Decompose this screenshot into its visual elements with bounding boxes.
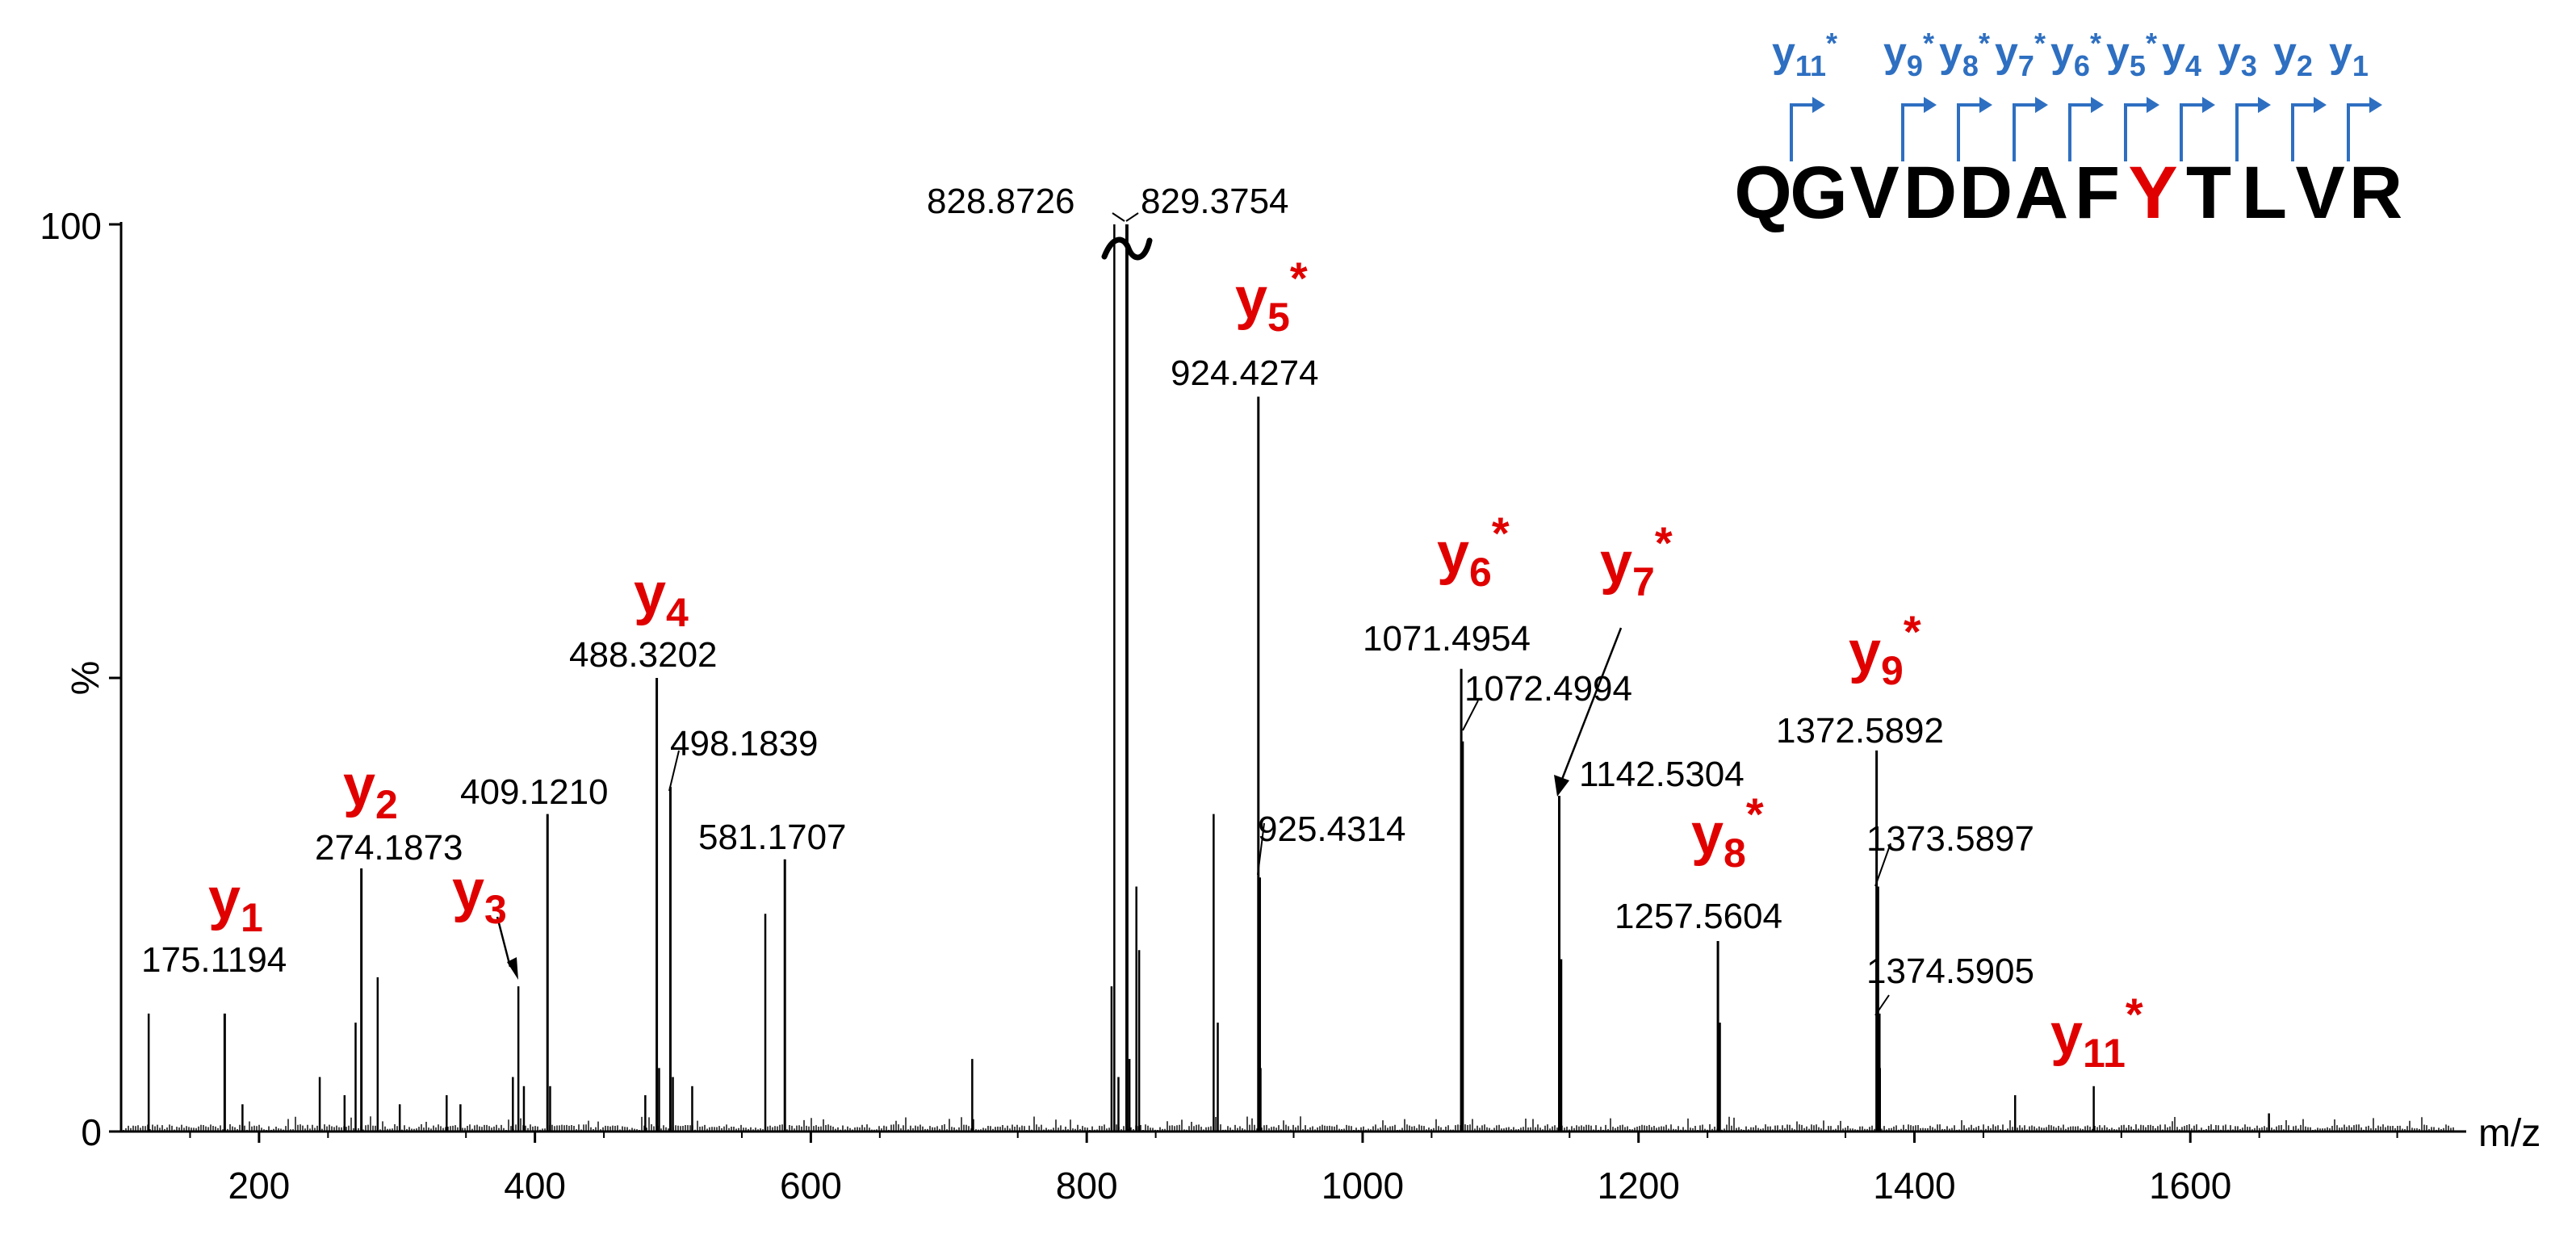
x-tick-label: 1600 bbox=[2149, 1165, 2231, 1207]
y-tick-label-100: 100 bbox=[40, 205, 102, 247]
peak-group bbox=[147, 224, 2270, 1132]
fragment-ion-label: y7* bbox=[1995, 27, 2046, 82]
fragment-ion-label: y4 bbox=[2162, 29, 2201, 82]
axis-break-squiggle bbox=[1101, 236, 1153, 261]
baseline-noise bbox=[123, 1116, 2454, 1132]
fragment-arrowhead bbox=[2314, 97, 2327, 113]
fragment-ion-label: y6* bbox=[2050, 27, 2101, 82]
ion-label-y6: y6* bbox=[1437, 508, 1510, 595]
y7-arrow bbox=[1554, 627, 1623, 797]
fragment-ion-label: y3 bbox=[2218, 29, 2257, 82]
fragment-arrowhead bbox=[2091, 97, 2104, 113]
fragment-bracket bbox=[2347, 103, 2371, 161]
fragment-ion-label: y9* bbox=[1883, 27, 1934, 82]
sequence-residue: F bbox=[2075, 152, 2120, 234]
ion-label-y5: y5* bbox=[1235, 253, 1308, 340]
fragment-bracket bbox=[2291, 103, 2315, 161]
fragment-arrowhead bbox=[2035, 97, 2048, 113]
fragment-bracket bbox=[2013, 103, 2037, 161]
sequence-residue: Q bbox=[1734, 152, 1792, 234]
ion-label-y1: y1 bbox=[208, 867, 263, 940]
fragment-bracket bbox=[1957, 103, 1981, 161]
peak-label-1373: 1373.5897 bbox=[1866, 819, 2034, 859]
peak-label-498: 498.1839 bbox=[670, 724, 819, 763]
x-tick-group: 200 400 600 800 1000 1200 1400 1600 bbox=[189, 1132, 2398, 1207]
fragment-ion-label: y8* bbox=[1939, 27, 1990, 82]
ion-label-y9: y9* bbox=[1849, 606, 1921, 693]
sequence-residue: D bbox=[1904, 152, 1957, 234]
ion-label-y8: y8* bbox=[1691, 789, 1764, 876]
fragment-bracket bbox=[2235, 103, 2260, 161]
sequence-residue: L bbox=[2242, 152, 2287, 234]
fragment-arrowhead bbox=[2147, 97, 2159, 113]
x-tick-label: 200 bbox=[228, 1165, 291, 1207]
fragment-arrowhead bbox=[2202, 97, 2215, 113]
x-tick-label: 400 bbox=[504, 1165, 566, 1207]
fragment-bracket bbox=[2068, 103, 2092, 161]
fragment-ion-label: y2 bbox=[2273, 29, 2313, 82]
peak-label-829: 829.3754 bbox=[1141, 182, 1289, 221]
ion-label-y11: y11* bbox=[2050, 989, 2143, 1076]
peak-label-488: 488.3202 bbox=[569, 635, 718, 675]
x-axis-title: m/z bbox=[2478, 1112, 2540, 1155]
sequence-residue: T bbox=[2186, 152, 2231, 234]
fragment-arrowhead bbox=[2369, 97, 2382, 113]
label-connectors bbox=[668, 212, 1891, 1016]
ion-label-y2: y2 bbox=[343, 754, 398, 827]
peak-label-828: 828.8726 bbox=[927, 182, 1075, 221]
x-tick-label: 800 bbox=[1056, 1165, 1118, 1207]
fragment-ion-label: y11* bbox=[1772, 27, 1837, 82]
y3-arrow bbox=[496, 916, 518, 980]
peak-label-1257: 1257.5604 bbox=[1615, 897, 1782, 936]
fragment-arrowhead bbox=[1924, 97, 1937, 113]
peak-label-175: 175.1194 bbox=[141, 940, 287, 980]
peak-label-1072: 1072.4994 bbox=[1464, 669, 1632, 709]
peak-label-1374: 1374.5905 bbox=[1866, 952, 2034, 991]
ion-label-y4: y4 bbox=[634, 562, 689, 635]
x-tick-label: 1200 bbox=[1598, 1165, 1680, 1207]
fragment-bracket bbox=[1901, 103, 1925, 161]
ion-label-y3: y3 bbox=[452, 859, 507, 932]
peak-label-1142: 1142.5304 bbox=[1579, 755, 1745, 794]
fragment-ion-label: y1 bbox=[2329, 29, 2369, 82]
peak-label-1071: 1071.4954 bbox=[1363, 619, 1531, 659]
sequence-residue: R bbox=[2349, 152, 2402, 234]
x-tick-label: 1400 bbox=[1873, 1165, 1955, 1207]
sequence-residue: V bbox=[1849, 152, 1899, 234]
fragment-ion-label: y5* bbox=[2106, 27, 2157, 82]
y-axis-title: % bbox=[65, 661, 107, 696]
x-tick-label: 1000 bbox=[1322, 1165, 1404, 1207]
x-tick-label: 600 bbox=[780, 1165, 842, 1207]
peak-label-274: 274.1873 bbox=[315, 828, 463, 868]
peak-label-925: 925.4314 bbox=[1258, 809, 1406, 849]
sequence-residue: V bbox=[2295, 152, 2344, 234]
peak-label-409: 409.1210 bbox=[460, 772, 609, 812]
peak-label-581: 581.1707 bbox=[698, 818, 847, 857]
ion-label-y7: y7* bbox=[1600, 517, 1673, 604]
fragment-arrowhead bbox=[1979, 97, 1992, 113]
fragment-arrowhead bbox=[1812, 97, 1825, 113]
sequence-residue: A bbox=[2015, 152, 2068, 234]
fragment-arrowhead bbox=[2258, 97, 2271, 113]
fragment-bracket bbox=[2180, 103, 2204, 161]
fragment-bracket bbox=[2124, 103, 2148, 161]
peak-label-1372: 1372.5892 bbox=[1776, 711, 1944, 751]
noise-path bbox=[123, 1116, 2454, 1132]
fragment-bracket bbox=[1790, 103, 1814, 161]
peak-label-924: 924.4274 bbox=[1171, 353, 1319, 393]
sequence-residue: G bbox=[1790, 152, 1848, 234]
y-tick-label-0: 0 bbox=[81, 1111, 102, 1153]
sequence-residue: D bbox=[1959, 152, 2013, 234]
sequence-residue: Y bbox=[2128, 152, 2177, 234]
